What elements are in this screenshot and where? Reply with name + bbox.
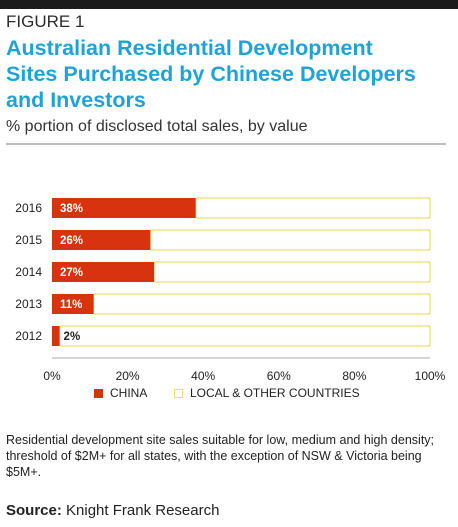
bar-chart: 2016 38% 2015 26% 2014 27% 2013 11% 2012 2% 0% 20% 4… [15,197,446,380]
legend-swatch-china [94,388,103,398]
bar-china [52,326,60,346]
x-tick-label: 0% [43,369,61,380]
title-divider [6,143,446,145]
source-line: Source: Knight Frank Research [6,502,219,519]
bar-data-label: 11% [60,299,82,311]
bar-data-label: 2% [64,331,81,343]
bar-china [52,294,94,314]
bar-china [52,262,155,282]
x-tick-label: 40% [191,369,215,380]
chart-legend: CHINA LOCAL & OTHER COUNTRIES [0,386,458,406]
legend-item-china: CHINA [94,386,147,400]
x-tick-label: 60% [267,369,291,380]
bar-data-label: 27% [60,267,83,279]
category-label: 2012 [15,329,42,343]
category-label: 2014 [15,265,42,279]
bar-china [52,198,196,218]
legend-swatch-other [174,388,183,398]
category-label: 2015 [15,233,42,247]
top-rule [0,0,458,9]
chart-title-line-3: and Investors [6,88,146,112]
source-label: Source: [6,502,62,519]
bar-other [92,293,431,315]
legend-label-china: CHINA [110,386,148,400]
legend-item-other: LOCAL & OTHER COUNTRIES [174,386,360,400]
bar-other [195,197,431,219]
chart-title: Australian Residential Development Sites… [6,35,446,113]
source-text: Knight Frank Research [66,502,220,519]
bar-other [149,229,431,251]
chart-title-line-1: Australian Residential Development [6,36,373,60]
chart-title-line-2: Sites Purchased by Chinese Developers [6,62,416,86]
bar-other [58,325,431,347]
bar-china [52,230,151,250]
x-tick-label: 20% [116,369,140,380]
x-tick-label: 100% [415,369,446,380]
footnote: Residential development site sales suita… [6,433,435,479]
legend-label-other: LOCAL & OTHER COUNTRIES [190,386,360,400]
bar-data-label: 26% [60,235,83,247]
bar-data-label: 38% [60,203,83,215]
chart-subtitle: % portion of disclosed total sales, by v… [6,118,308,135]
category-label: 2013 [15,297,42,311]
category-label: 2016 [15,201,42,215]
figure-label: FIGURE 1 [6,12,85,31]
bar-other [153,261,431,283]
x-tick-label: 80% [342,369,366,380]
